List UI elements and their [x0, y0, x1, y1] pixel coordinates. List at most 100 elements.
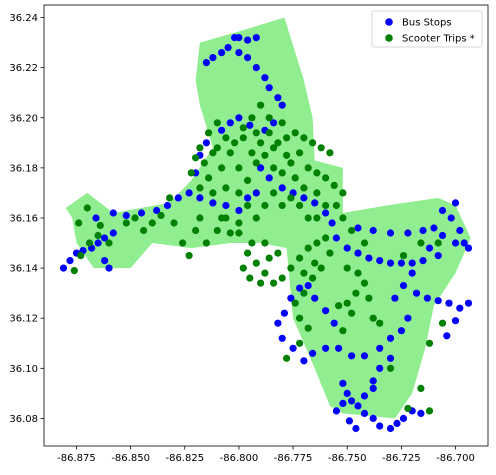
- y-tick-label: 36.18: [9, 163, 38, 174]
- bus-stop-point-59: [365, 254, 373, 262]
- bus-stop-point-113: [343, 389, 351, 397]
- scooter-trip-point-63: [261, 201, 269, 210]
- bus-stop-point-108: [304, 282, 312, 290]
- scooter-trip-point-14: [170, 219, 178, 227]
- bus-stop-point-112: [339, 379, 347, 387]
- bus-stop-point-32: [270, 119, 278, 127]
- scooter-trip-point-85: [287, 264, 295, 272]
- scooter-trip-point-31: [252, 159, 260, 167]
- bus-stop-point-27: [218, 126, 226, 134]
- y-tick-label: 36.16: [9, 213, 38, 224]
- scooter-trip-point-77: [265, 114, 273, 122]
- bus-stop-point-92: [404, 314, 412, 322]
- scooter-trip-point-50: [257, 139, 265, 147]
- bus-stop-point-35: [209, 54, 217, 62]
- bus-stop-point-58: [354, 249, 362, 257]
- region-layer: [65, 17, 471, 419]
- bus-stop-point-73: [354, 224, 362, 232]
- bus-stop-point-103: [278, 334, 286, 342]
- scooter-trip-point-134: [192, 154, 200, 162]
- series-scooter-trips: [70, 101, 447, 415]
- bus-stop-point-61: [386, 259, 395, 267]
- scooter-trip-point-111: [352, 289, 360, 297]
- x-tick-label: -86.775: [274, 453, 313, 464]
- scooter-trip-point-53: [231, 139, 239, 147]
- bus-stop-point-82: [399, 282, 408, 290]
- bus-stop-point-120: [393, 419, 401, 427]
- bus-stop-point-49: [265, 174, 273, 182]
- bus-stop-point-131: [386, 354, 395, 362]
- bus-stop-point-79: [438, 231, 447, 240]
- bus-stop-point-66: [451, 239, 460, 247]
- scooter-trip-point-11: [148, 219, 156, 227]
- bus-stop-point-81: [408, 269, 416, 277]
- bus-stop-point-46: [244, 36, 252, 44]
- scooter-trip-point-92: [309, 274, 317, 282]
- bus-stop-point-9: [105, 264, 113, 272]
- bus-stop-point-62: [397, 259, 405, 267]
- scooter-trip-point-119: [360, 239, 369, 247]
- scooter-trip-point-79: [235, 229, 243, 237]
- scooter-trip-point-56: [205, 174, 213, 182]
- legend-marker-bus-stops: [385, 18, 393, 26]
- scooter-trip-point-72: [317, 144, 325, 152]
- scooter-trip-point-20: [213, 226, 221, 235]
- bus-stop-point-116: [360, 409, 369, 417]
- scooter-trip-point-90: [326, 249, 334, 257]
- bus-stop-point-71: [438, 206, 447, 215]
- scooter-trip-point-116: [365, 294, 373, 302]
- bus-stop-point-38: [235, 49, 243, 57]
- scooter-trip-point-45: [300, 184, 308, 192]
- x-tick-label: -86.875: [57, 453, 96, 464]
- scooter-trip-point-0: [70, 267, 78, 275]
- scooter-trip-point-135: [252, 129, 260, 137]
- scooter-trip-point-101: [246, 274, 254, 282]
- bus-stop-point-91: [443, 332, 451, 340]
- scooter-trip-point-46: [291, 174, 299, 182]
- scooter-trip-point-54: [222, 134, 230, 142]
- y-tick-label: 36.14: [9, 264, 38, 275]
- bus-stop-point-23: [252, 189, 260, 197]
- legend-marker-scooter-trips: [385, 34, 393, 42]
- scooter-trip-point-16: [185, 252, 193, 260]
- scooter-trip-point-138: [291, 129, 299, 137]
- scooter-trip-point-40: [330, 181, 338, 189]
- bus-stop-point-50: [278, 184, 286, 192]
- scooter-trip-point-102: [257, 279, 265, 287]
- bus-stop-point-69: [456, 226, 464, 235]
- scooter-trip-point-62: [252, 214, 260, 222]
- scooter-trip-point-80: [244, 249, 252, 257]
- scooter-trip-point-114: [339, 327, 347, 335]
- scooter-trip-point-100: [300, 269, 308, 277]
- bus-stop-point-15: [163, 201, 172, 210]
- scooter-trip-point-132: [205, 129, 213, 137]
- y-tick-label: 36.12: [9, 314, 38, 325]
- bus-stop-point-106: [287, 294, 295, 302]
- bus-stop-point-54: [322, 209, 330, 217]
- bus-stop-point-125: [339, 399, 347, 407]
- bus-stop-point-52: [300, 194, 308, 202]
- bus-stop-point-119: [386, 424, 395, 433]
- bus-stop-point-42: [265, 84, 273, 92]
- bus-stop-point-68: [464, 244, 473, 252]
- bus-stop-point-28: [226, 119, 234, 127]
- bus-stop-point-13: [137, 209, 146, 217]
- scooter-trip-point-87: [304, 244, 312, 252]
- bus-stop-point-0: [59, 264, 68, 272]
- bus-stop-point-100: [309, 349, 317, 357]
- scooter-trip-point-1: [77, 252, 85, 260]
- scooter-trip-point-117: [369, 314, 377, 322]
- bus-stop-point-76: [404, 229, 412, 237]
- bus-stop-point-45: [235, 34, 243, 42]
- bus-stop-point-96: [360, 352, 369, 360]
- y-tick-label: 36.22: [9, 63, 38, 74]
- scooter-trip-point-4: [75, 219, 83, 227]
- scooter-trip-point-5: [83, 204, 91, 212]
- bus-stop-point-101: [300, 357, 308, 365]
- bus-stop-point-16: [174, 194, 182, 202]
- scooter-trip-point-83: [270, 279, 278, 287]
- bus-stop-point-12: [122, 211, 130, 220]
- scooter-trip-point-66: [287, 194, 295, 202]
- x-tick-label: -86.800: [220, 453, 259, 464]
- bus-stop-point-5: [94, 239, 102, 247]
